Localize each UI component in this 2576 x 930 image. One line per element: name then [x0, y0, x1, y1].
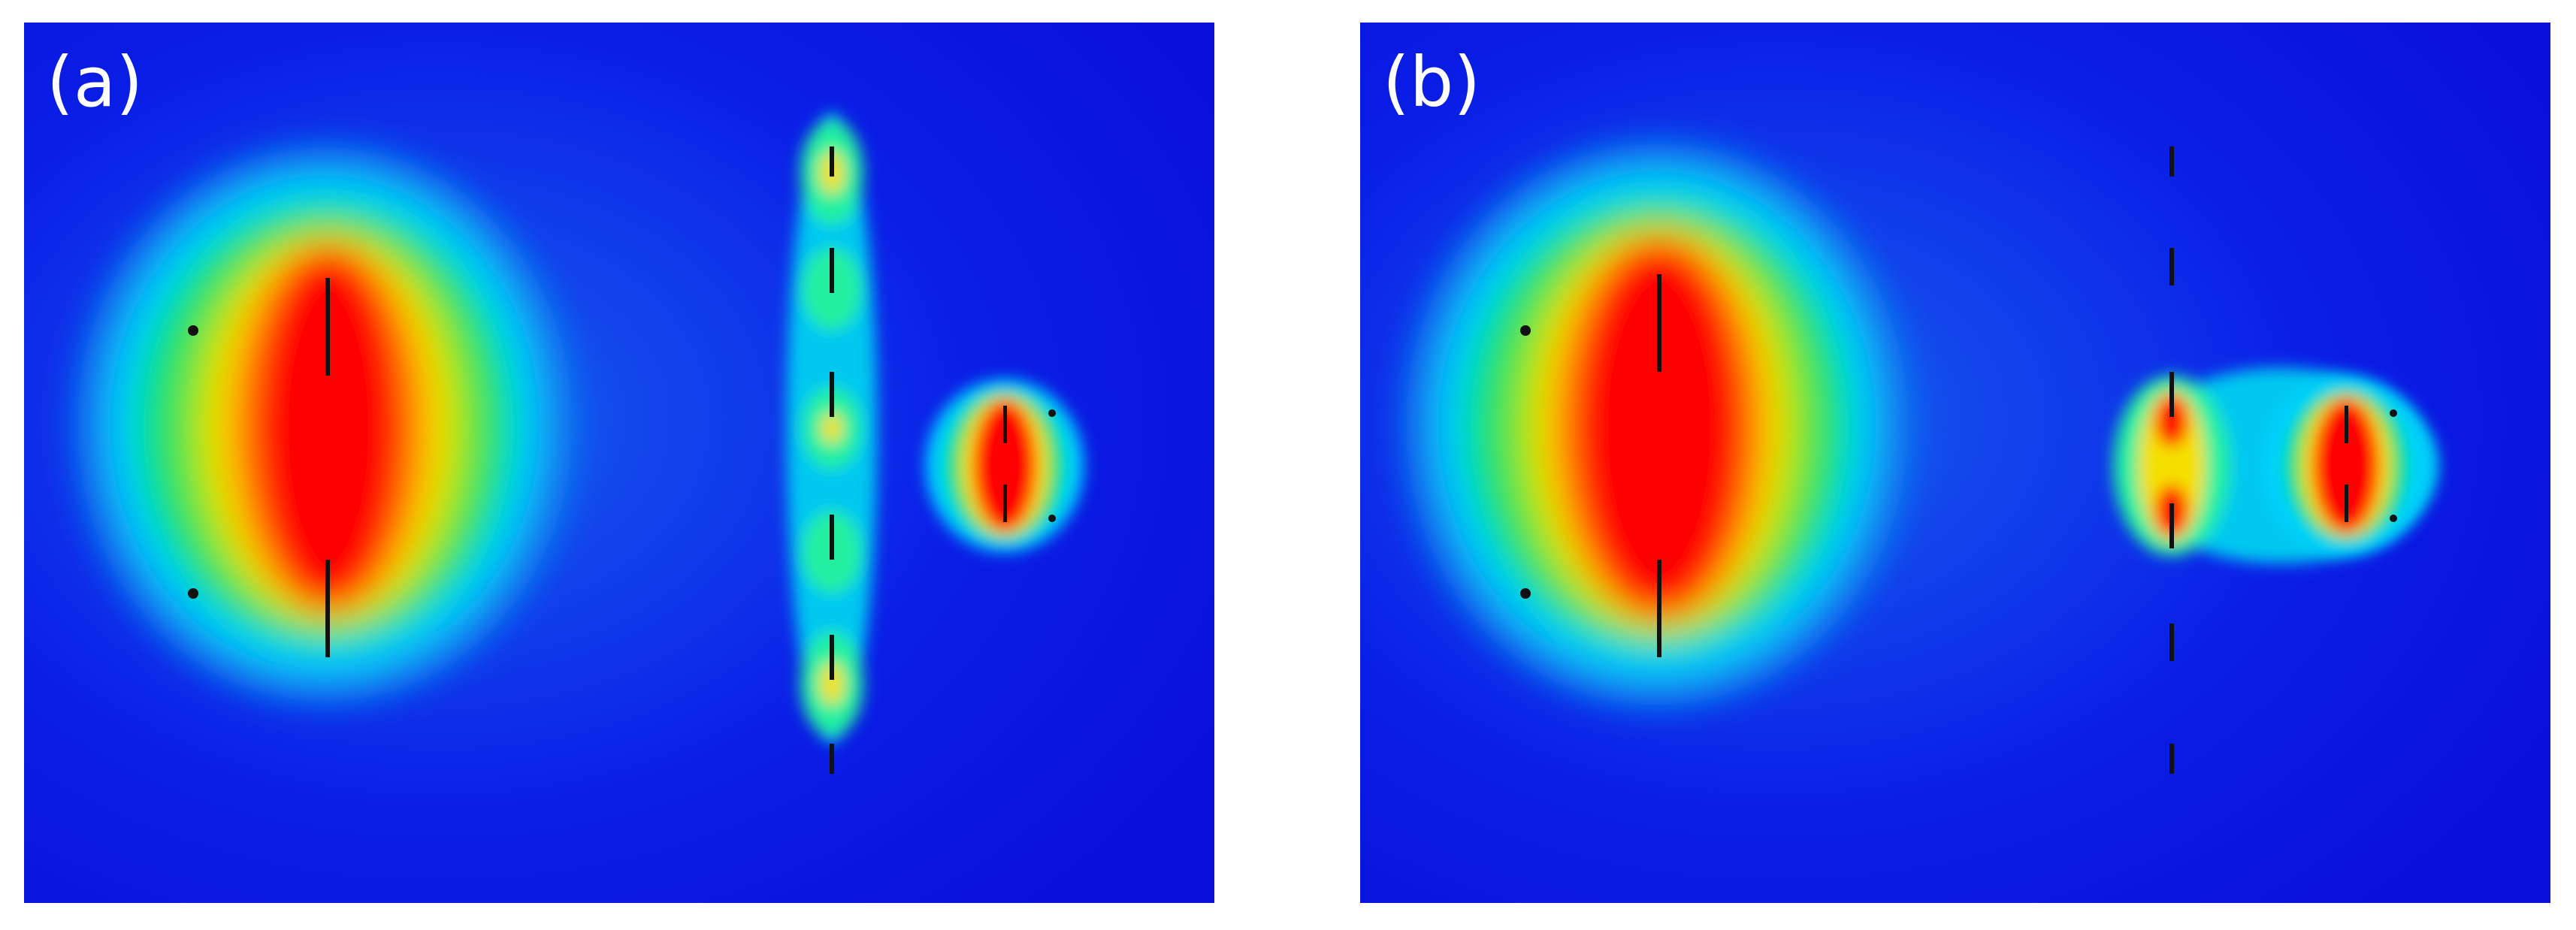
panel-label-b: (b) [1383, 42, 1481, 122]
crack-markers [188, 146, 1056, 774]
small-stress-lobe [926, 379, 1084, 552]
crack-markers [1520, 146, 2397, 774]
large-stress-lobe [1405, 143, 1909, 706]
contour-panel-b: (b) [1360, 23, 2550, 903]
field-plot-a [24, 23, 1214, 903]
small-stress-lobe [2263, 377, 2429, 554]
panel-label-a: (a) [47, 42, 144, 122]
contour-panel-a: (a) [24, 23, 1214, 903]
field-plot-b [1360, 23, 2550, 903]
large-stress-lobe [77, 146, 573, 702]
